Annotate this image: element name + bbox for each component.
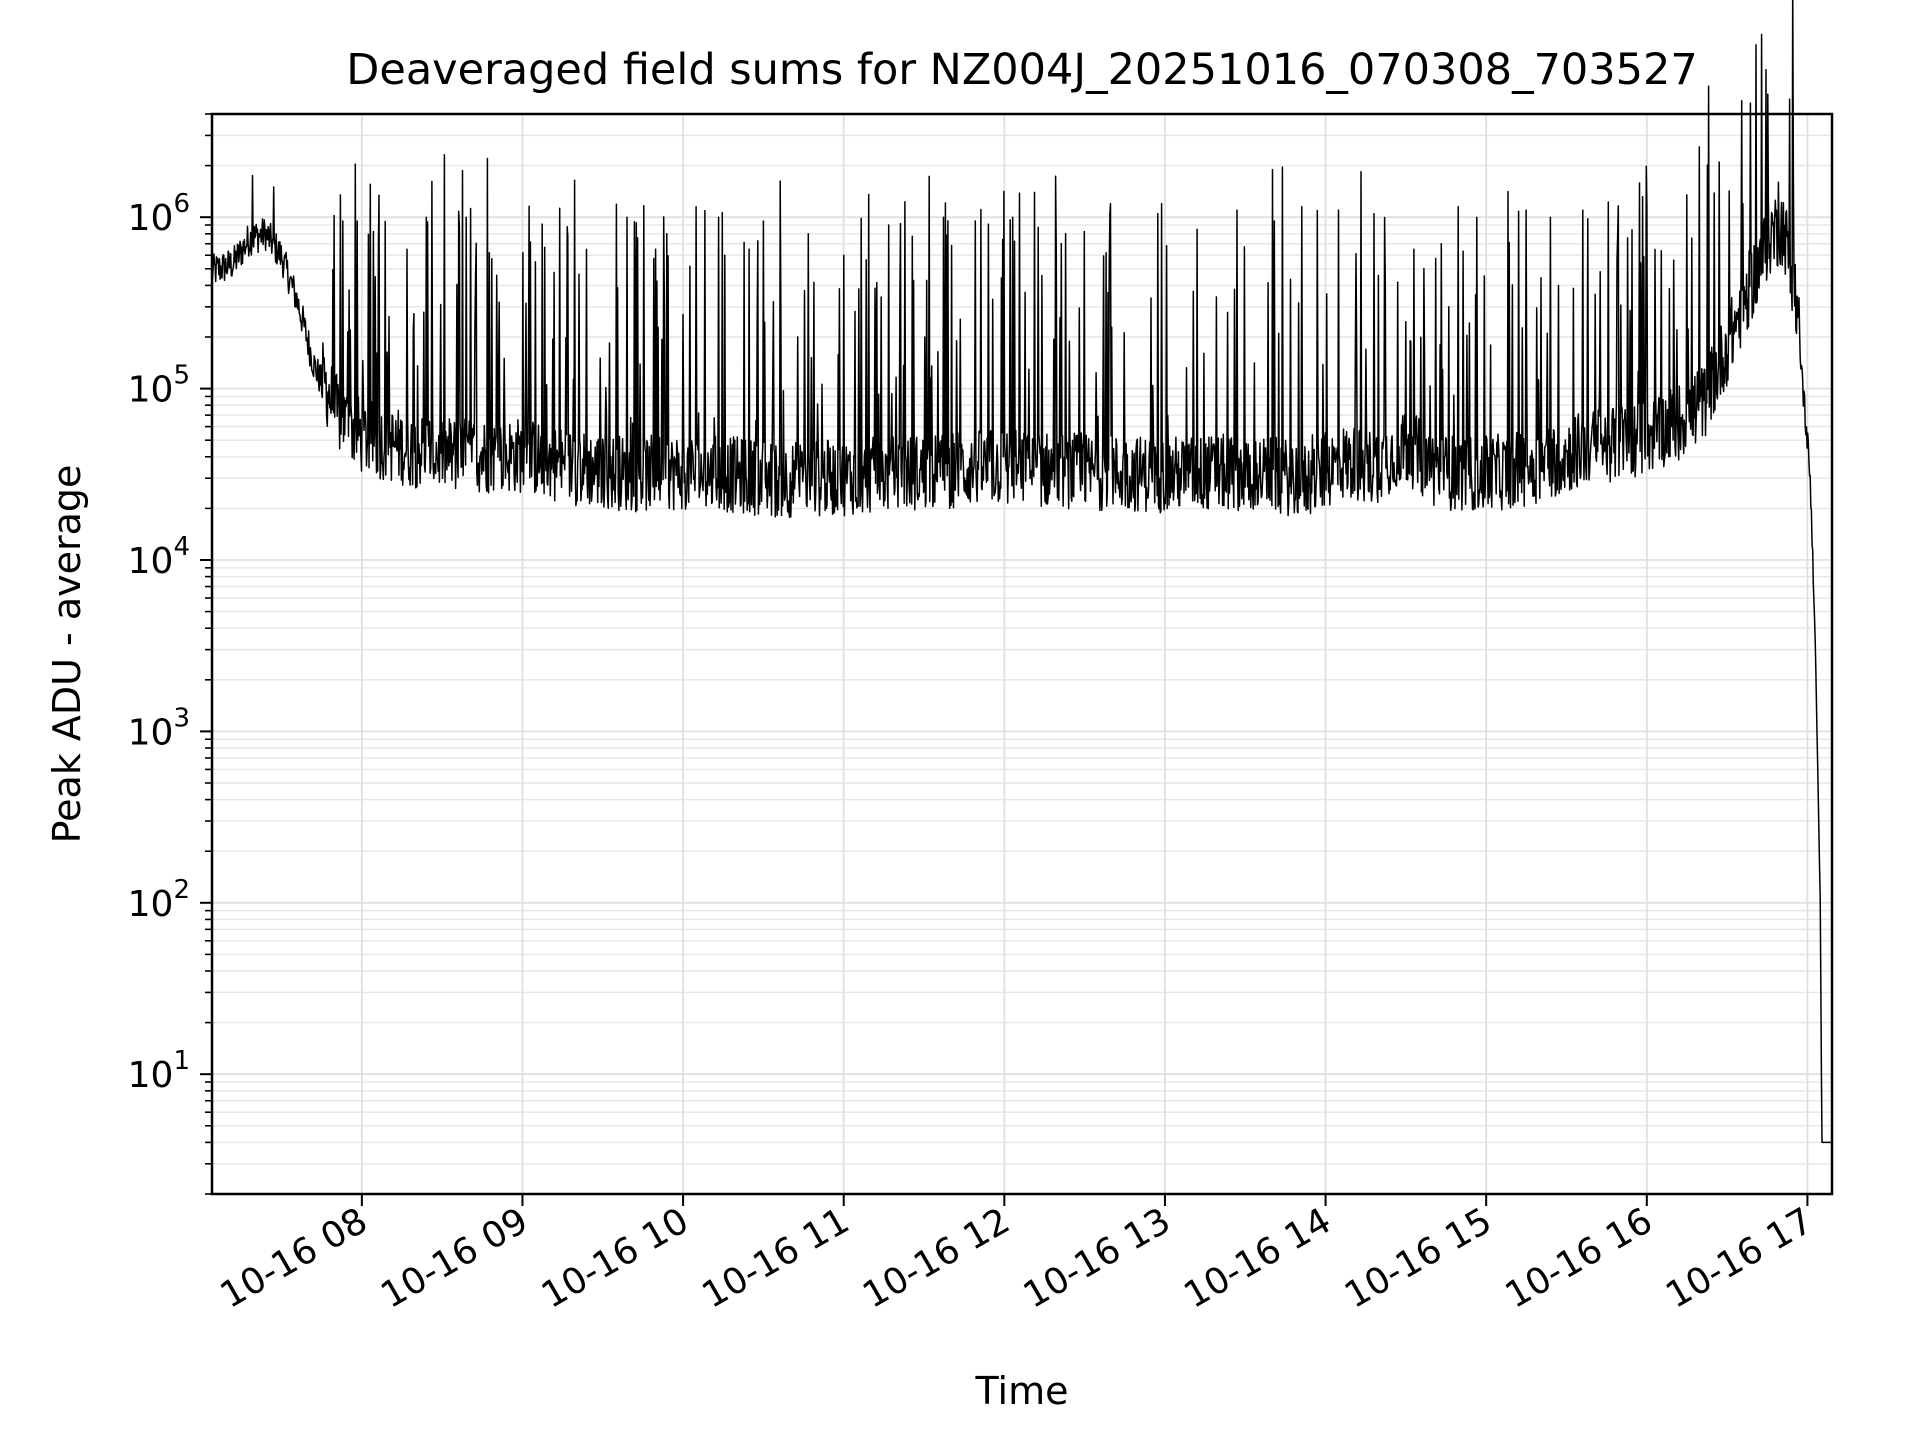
y-tick-base: 10 — [128, 198, 174, 239]
plot-area-frame — [210, 112, 1834, 1196]
chart-title: Deaveraged field sums for NZ004J_2025101… — [346, 45, 1697, 95]
x-tick-label: 10-16 16 — [1499, 1200, 1660, 1316]
grid-major — [212, 114, 1832, 1194]
data-series-line — [211, 0, 1833, 1144]
x-tick-label: 10-16 11 — [696, 1200, 857, 1316]
y-axis-label: Peak ADU - average — [45, 465, 89, 844]
y-tick-exponent: 6 — [173, 189, 190, 219]
y-tick-exponent: 5 — [173, 361, 190, 391]
grid-minor — [212, 113, 1832, 1195]
y-tick-label: 105 — [128, 361, 190, 411]
x-axis: 10-16 08 10-16 09 10-16 10 10-16 11 10-16 12… — [214, 1194, 1820, 1317]
x-tick-label: 10-16 15 — [1338, 1200, 1499, 1316]
y-tick-label: 101 — [128, 1046, 190, 1096]
x-tick-label: 10-16 12 — [856, 1200, 1017, 1316]
y-tick-label: 106 — [128, 189, 190, 239]
y-tick-exponent: 2 — [173, 875, 190, 905]
x-axis-label: Time — [975, 1369, 1069, 1413]
y-tick-base: 10 — [128, 370, 174, 411]
x-tick-label: 10-16 08 — [214, 1200, 375, 1316]
x-tick-label: 10-16 10 — [535, 1200, 696, 1316]
x-tick-label: 10-16 09 — [374, 1200, 535, 1316]
y-tick-base: 10 — [128, 712, 174, 753]
y-tick-label: 104 — [128, 532, 190, 582]
y-tick-exponent: 4 — [173, 532, 190, 562]
y-tick-base: 10 — [128, 541, 174, 582]
x-tick-label: 10-16 13 — [1017, 1200, 1178, 1316]
x-tick-label: 10-16 17 — [1659, 1200, 1820, 1316]
y-tick-exponent: 3 — [173, 703, 190, 733]
series-group — [211, 0, 1833, 1144]
y-tick-label: 102 — [128, 875, 190, 925]
y-tick-label: 103 — [128, 703, 190, 753]
y-tick-exponent: 1 — [173, 1046, 190, 1076]
y-tick-base: 10 — [128, 1055, 174, 1096]
y-tick-base: 10 — [128, 884, 174, 925]
x-tick-label: 10-16 14 — [1177, 1200, 1338, 1316]
